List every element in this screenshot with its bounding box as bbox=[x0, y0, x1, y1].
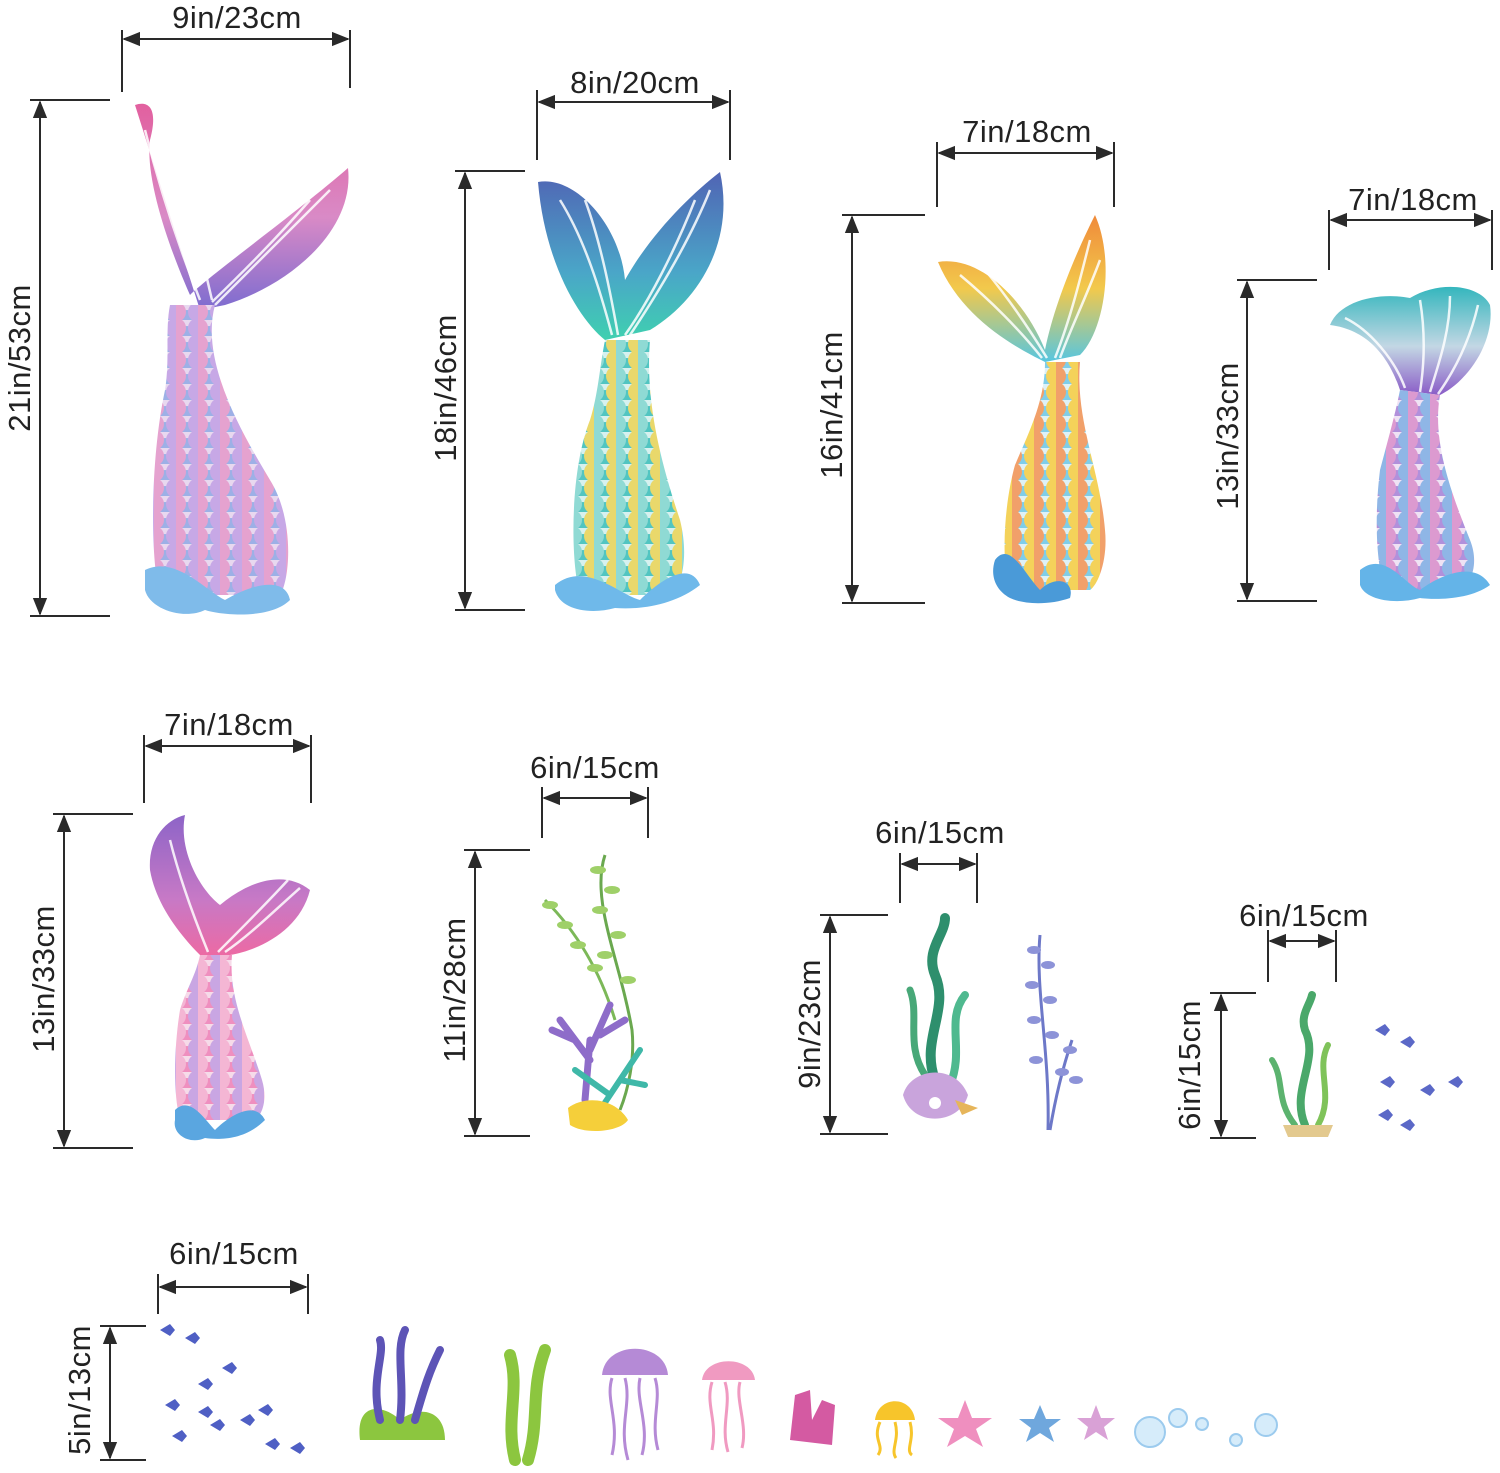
bubble-icon bbox=[1134, 1408, 1278, 1448]
starfish-icon bbox=[938, 1400, 992, 1447]
jellyfish-icon bbox=[875, 1401, 915, 1459]
tail2-height-label: 18in/46cm bbox=[428, 314, 463, 462]
seaweed-icon bbox=[906, 913, 969, 1089]
tail2-width-label: 8in/20cm bbox=[570, 65, 700, 100]
tail3-width-label: 7in/18cm bbox=[962, 114, 1092, 149]
tail5-width-label: 7in/18cm bbox=[164, 707, 294, 742]
mermaid-tail-icon bbox=[149, 815, 310, 1141]
mermaid-tail-icon bbox=[538, 172, 724, 611]
dimension-height-tail5: 13in/33cm bbox=[26, 813, 133, 1149]
dimension-height-tail1: 21in/53cm bbox=[2, 99, 110, 617]
dimension-width-tail4: 7in/18cm bbox=[1328, 182, 1493, 270]
seaweed-icon bbox=[1269, 991, 1333, 1137]
starfish-icon bbox=[1077, 1405, 1115, 1440]
dimension-width-tail5: 7in/18cm bbox=[143, 707, 312, 803]
tail4-width-label: 7in/18cm bbox=[1348, 182, 1478, 217]
seaweed3-height-label: 6in/15cm bbox=[1172, 1000, 1207, 1130]
seaweed2-width-label: 6in/15cm bbox=[875, 815, 1005, 850]
dimension-width-fish: 6in/15cm bbox=[157, 1236, 309, 1314]
fish-height-label: 5in/13cm bbox=[62, 1325, 97, 1455]
dimension-height-seaweed2: 9in/23cm bbox=[792, 914, 888, 1135]
fish-icon bbox=[1375, 1024, 1463, 1131]
mermaid-tail-icon bbox=[938, 215, 1106, 604]
dimension-height-seaweed1: 11in/28cm bbox=[437, 849, 530, 1137]
mermaid-tail-icon bbox=[135, 103, 349, 615]
starfish-icon bbox=[1019, 1405, 1061, 1442]
seaweed2-height-label: 9in/23cm bbox=[792, 959, 827, 1089]
tail1-height-label: 21in/53cm bbox=[2, 284, 37, 432]
dimension-width-tail3: 7in/18cm bbox=[936, 114, 1115, 207]
dimension-width-seaweed2: 6in/15cm bbox=[875, 815, 1005, 903]
coral-icon bbox=[548, 1001, 648, 1113]
fish-icon bbox=[160, 1324, 305, 1454]
dimension-height-tail2: 18in/46cm bbox=[428, 170, 525, 611]
seaweed3-width-label: 6in/15cm bbox=[1239, 898, 1369, 933]
tail1-width-label: 9in/23cm bbox=[172, 0, 302, 35]
seaweed-icon bbox=[359, 1326, 445, 1440]
dimension-height-fish: 5in/13cm bbox=[62, 1325, 146, 1461]
fish-width-label: 6in/15cm bbox=[169, 1236, 299, 1271]
jellyfish-icon bbox=[602, 1348, 668, 1461]
tail3-height-label: 16in/41cm bbox=[814, 331, 849, 479]
seaweed-icon bbox=[504, 1344, 551, 1466]
dimension-height-tail3: 16in/41cm bbox=[814, 214, 925, 604]
shell-icon bbox=[568, 1100, 628, 1132]
seaweed1-height-label: 11in/28cm bbox=[437, 917, 472, 1062]
jellyfish-icon bbox=[702, 1361, 755, 1453]
dimension-width-seaweed3: 6in/15cm bbox=[1239, 898, 1369, 982]
tail5-height-label: 13in/33cm bbox=[26, 905, 61, 1053]
seaweed1-width-label: 6in/15cm bbox=[530, 750, 660, 785]
shell-icon bbox=[903, 1072, 978, 1119]
mermaid-tail-icon bbox=[1330, 286, 1491, 602]
dimension-width-seaweed1: 6in/15cm bbox=[530, 750, 660, 838]
dimension-width-tail2: 8in/20cm bbox=[536, 65, 731, 160]
dimension-width-tail1: 9in/23cm bbox=[121, 0, 351, 92]
coral-icon bbox=[790, 1390, 835, 1445]
dimension-height-seaweed3: 6in/15cm bbox=[1172, 992, 1256, 1139]
dimension-height-tail4: 13in/33cm bbox=[1210, 279, 1317, 602]
seaweed-icon bbox=[1025, 934, 1083, 1131]
tail4-height-label: 13in/33cm bbox=[1210, 362, 1245, 510]
